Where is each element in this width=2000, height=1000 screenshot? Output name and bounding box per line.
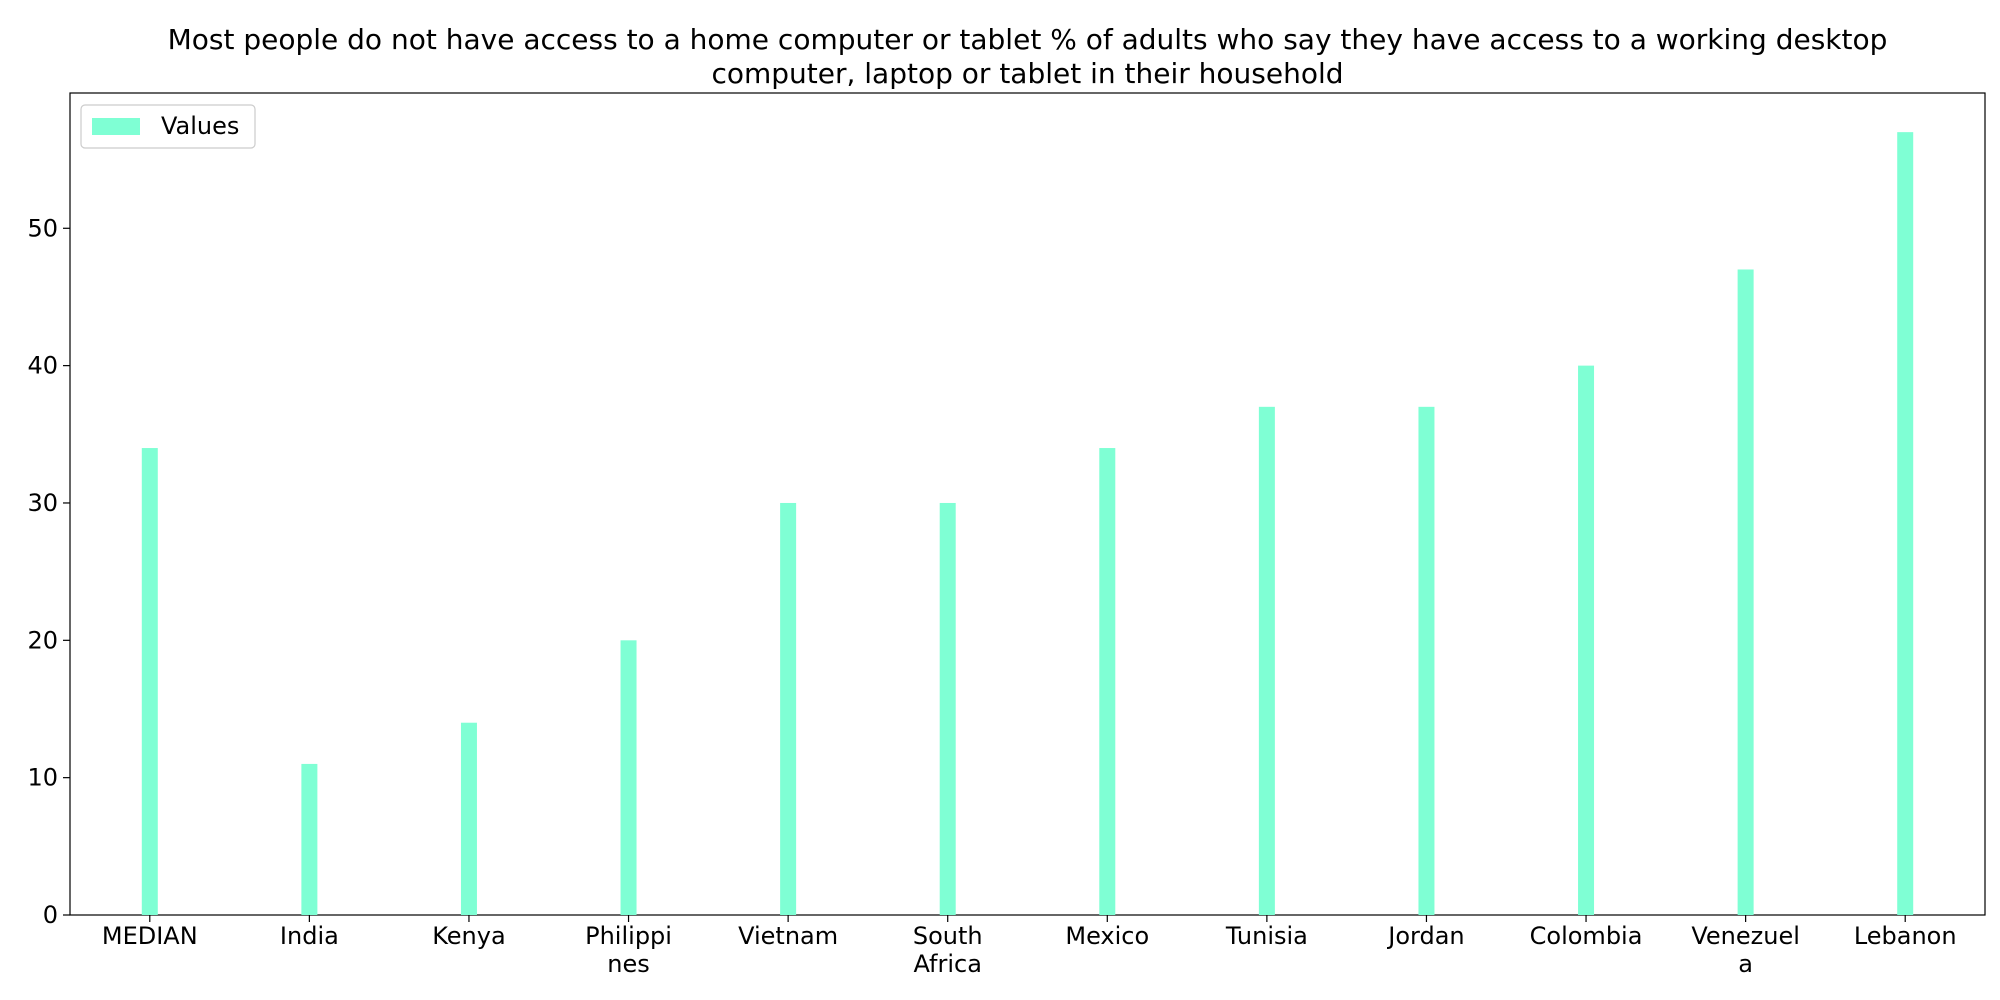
legend-swatch [92, 118, 140, 135]
bar-south-africa [939, 502, 956, 915]
bar-kenya [460, 722, 477, 915]
y-tick-label-30: 30 [27, 489, 58, 517]
x-tick-label-philippines: Philippi nes [585, 922, 672, 978]
bar-median [141, 448, 158, 915]
y-tick-label-20: 20 [27, 626, 58, 654]
x-tick-label-median: MEDIAN [102, 922, 198, 950]
bars-group [141, 132, 1914, 916]
chart-title: Most people do not have access to a home… [168, 23, 1888, 90]
x-tick-label-venezuela: Venezuel a [1691, 922, 1800, 978]
x-tick-label-south-africa: South Africa [913, 922, 983, 978]
bar-venezuela [1737, 269, 1754, 915]
bar-mexico [1099, 448, 1116, 915]
bar-vietnam [780, 502, 797, 915]
y-tick-label-0: 0 [43, 901, 58, 929]
chart-title-line-2: computer, laptop or tablet in their hous… [711, 57, 1343, 90]
legend: Values [80, 104, 256, 149]
x-tick-label-tunisia: Tunisia [1225, 922, 1308, 950]
y-axis: 0 10 20 30 40 50 [27, 214, 70, 929]
x-tick-label-colombia: Colombia [1530, 922, 1643, 950]
legend-label: Values [161, 112, 239, 140]
x-tick-label-kenya: Kenya [432, 922, 505, 950]
y-tick-label-40: 40 [27, 352, 58, 380]
x-tick-label-india: India [280, 922, 339, 950]
x-tick-label-vietnam: Vietnam [738, 922, 838, 950]
bar-india [301, 763, 318, 915]
bar-tunisia [1258, 406, 1275, 915]
x-tick-label-lebanon: Lebanon [1854, 922, 1957, 950]
x-tick-label-mexico: Mexico [1065, 922, 1149, 950]
bar-lebanon [1897, 132, 1914, 916]
bar-philippines [620, 640, 637, 915]
plot-area [69, 92, 1986, 916]
chart-title-line-1: Most people do not have access to a home… [168, 23, 1888, 56]
bar-jordan [1418, 406, 1435, 915]
x-axis: MEDIAN India Kenya Philippi nes Vietnam South A… [102, 915, 1957, 978]
x-tick-label-jordan: Jordan [1386, 922, 1464, 950]
y-tick-label-50: 50 [27, 214, 58, 242]
legend-box [80, 104, 256, 149]
bar-colombia [1578, 365, 1595, 915]
y-tick-label-10: 10 [27, 764, 58, 792]
